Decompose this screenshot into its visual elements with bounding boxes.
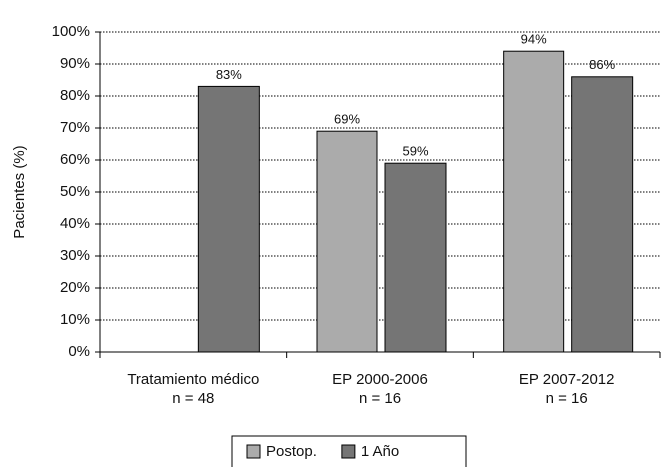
x-tick-label: Tratamiento médico	[127, 371, 259, 388]
legend-swatch	[341, 444, 356, 459]
y-tick-label: 100%	[52, 23, 90, 40]
x-tick-label: n = 16	[359, 390, 401, 407]
y-tick-label: 70%	[60, 119, 90, 136]
y-tick-label: 20%	[60, 279, 90, 296]
bar	[197, 85, 260, 353]
legend-label: 1 Año	[361, 443, 399, 460]
value-label: 94%	[521, 32, 547, 47]
legend-swatch	[246, 444, 261, 459]
bar	[316, 130, 378, 353]
legend-label: Postop.	[266, 443, 317, 460]
x-tick-label: EP 2007-2012	[519, 371, 615, 388]
x-tick-label: n = 48	[172, 390, 214, 407]
value-label: 86%	[589, 57, 615, 72]
bar	[503, 50, 565, 353]
y-tick-label: 10%	[60, 311, 90, 328]
y-tick-label: 40%	[60, 215, 90, 232]
y-tick-label: 90%	[60, 55, 90, 72]
y-axis-label: Pacientes (%)	[11, 145, 28, 238]
x-tick-label: EP 2000-2006	[332, 371, 428, 388]
y-tick-label: 60%	[60, 151, 90, 168]
y-tick-label: 0%	[68, 343, 90, 360]
bar	[571, 76, 634, 353]
y-tick-label: 50%	[60, 183, 90, 200]
value-label: 69%	[334, 112, 360, 127]
y-tick-label: 30%	[60, 247, 90, 264]
bar	[384, 162, 447, 353]
y-tick-label: 80%	[60, 87, 90, 104]
x-tick-label: n = 16	[546, 390, 588, 407]
value-label: 83%	[216, 67, 242, 82]
value-label: 59%	[402, 144, 428, 159]
